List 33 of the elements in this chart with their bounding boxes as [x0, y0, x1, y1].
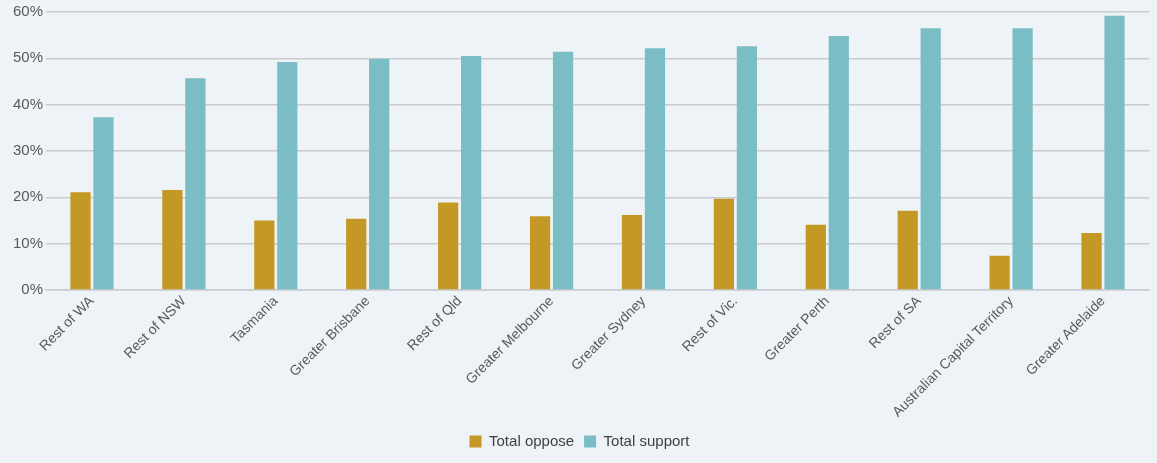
y-tick-label: 10%	[12, 233, 44, 251]
bar	[162, 189, 183, 290]
legend-label: Total support	[603, 431, 691, 449]
bar	[897, 210, 918, 290]
bar	[1012, 28, 1033, 290]
bar	[828, 36, 849, 290]
bar	[70, 192, 91, 290]
bar	[920, 28, 941, 290]
bar	[736, 46, 757, 290]
bar	[185, 78, 206, 290]
bar	[438, 202, 459, 290]
y-tick-label: 40%	[12, 94, 44, 112]
bar	[552, 51, 574, 290]
bar	[621, 214, 643, 290]
y-tick-label: 0%	[21, 280, 44, 298]
bar	[713, 198, 735, 290]
legend-label: Total oppose	[489, 431, 575, 449]
bar	[254, 220, 275, 290]
bar	[93, 117, 114, 290]
bar	[805, 224, 826, 290]
bar	[461, 56, 482, 290]
bar	[1104, 15, 1125, 290]
y-tick-label: 20%	[12, 187, 44, 205]
bar	[1081, 233, 1102, 290]
y-tick-label: 60%	[12, 2, 44, 20]
bar	[277, 62, 298, 290]
y-tick-label: 50%	[12, 48, 44, 66]
bar	[346, 218, 367, 290]
bar	[644, 48, 666, 290]
bar	[989, 255, 1010, 290]
bar	[529, 216, 551, 290]
y-tick-label: 30%	[12, 141, 44, 159]
bar	[369, 58, 390, 290]
